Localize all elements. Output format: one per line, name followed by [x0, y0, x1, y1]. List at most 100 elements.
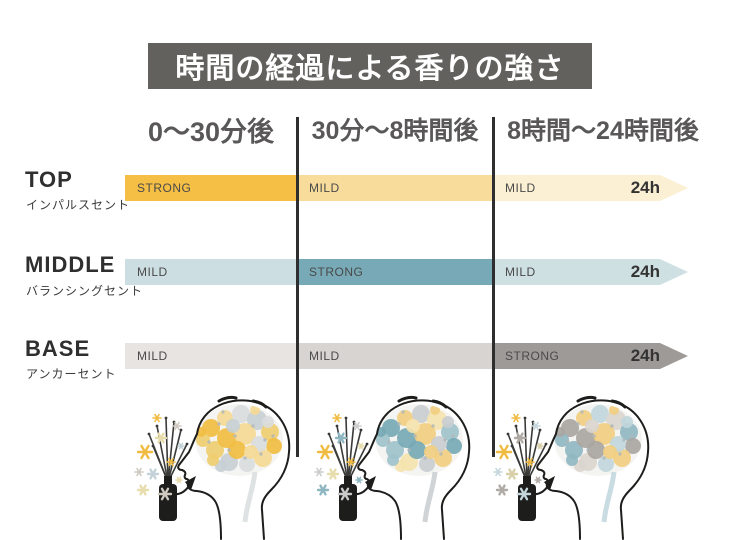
arrow-tip-icon — [660, 175, 688, 201]
sparkle-icon — [166, 457, 176, 467]
phase-3-head — [493, 395, 650, 540]
brain-blob — [202, 419, 220, 437]
segment-label: MILD — [505, 265, 536, 279]
brain-blob — [565, 441, 583, 459]
brain-blob — [625, 438, 641, 454]
brain-icon — [195, 404, 283, 476]
brain-blob — [250, 405, 260, 415]
brain-blob — [430, 405, 440, 415]
bar-segment: MILD — [125, 259, 297, 285]
column-header: 0〜30分後 — [147, 116, 275, 147]
figure-head-illustration — [133, 388, 313, 540]
brain-blob — [446, 438, 462, 454]
brain-blob — [244, 445, 258, 459]
timeline-bar: STRONG MILD MILD 24h — [125, 175, 688, 201]
bar-segment: MILD — [493, 259, 660, 285]
segment-label: STRONG — [309, 265, 364, 279]
brain-blob — [406, 419, 420, 433]
brain-blob — [232, 405, 250, 423]
head-outline — [536, 399, 650, 540]
column-divider — [296, 117, 299, 457]
spine-ribbon — [242, 471, 258, 523]
spine-ribbon — [601, 471, 617, 523]
row-subtitle: インパルスセント — [26, 198, 131, 212]
scent-arrow-head — [544, 476, 555, 490]
sparkle-icon — [134, 467, 144, 477]
sparkle-icon — [177, 442, 185, 450]
brain-blob — [585, 419, 599, 433]
brain-blob — [603, 445, 617, 459]
sparkle-icon — [346, 457, 356, 467]
bar-segment: MILD — [493, 175, 660, 201]
brain-blob — [419, 456, 435, 472]
brain-blob — [254, 449, 272, 467]
arrow-tip-icon — [660, 259, 688, 285]
brain-blob — [424, 445, 438, 459]
spine-ribbon — [422, 471, 438, 523]
sparkle-icon — [352, 421, 362, 431]
page-title: 時間の経過による香りの強さ — [148, 43, 592, 89]
row-subtitle: アンカーセント — [26, 367, 117, 381]
sparkle-icon — [316, 484, 330, 496]
brain-blob — [386, 441, 404, 459]
sparkle-icon — [314, 467, 324, 477]
segment-label: STRONG — [137, 181, 192, 195]
sparkle-icon — [357, 442, 365, 450]
segment-label: STRONG — [505, 349, 560, 363]
column-header: 30分〜8時間後 — [311, 117, 479, 145]
bar-segment: MILD — [297, 343, 493, 369]
sparkle-icon — [332, 413, 342, 423]
brain-blob — [266, 438, 282, 454]
sparkle-icon — [152, 413, 162, 423]
brain-blob — [621, 416, 633, 428]
brain-blob — [561, 419, 579, 437]
sparkle-icon — [495, 484, 509, 496]
scent-arrow-head — [365, 476, 376, 490]
sparkle-icon — [154, 432, 168, 444]
sparkle-icon — [536, 442, 544, 450]
sparkle-icon — [513, 432, 527, 444]
sparkle-icon — [355, 476, 363, 484]
sparkle-icon — [493, 467, 503, 477]
sparkle-icon — [337, 487, 353, 501]
sparkle-icon — [326, 468, 340, 480]
brain-blob — [387, 454, 399, 466]
sparkle-icon — [516, 487, 532, 501]
brain-blob — [206, 441, 224, 459]
sparkle-icon — [136, 444, 154, 460]
brain-blob — [207, 454, 219, 466]
sparkle-icon — [531, 421, 541, 431]
phase-1-head — [134, 395, 291, 540]
sparkle-icon — [525, 457, 535, 467]
row-name: TOP — [25, 167, 73, 192]
reed-sticks-icon — [506, 416, 548, 483]
sparkle-icon — [146, 468, 160, 480]
segment-label: MILD — [137, 349, 168, 363]
column-divider — [492, 117, 495, 457]
sparkle-icon — [172, 421, 182, 431]
bar-segment: STRONG — [297, 259, 493, 285]
brain-icon — [554, 404, 642, 476]
arrow-end-label: 24h — [630, 178, 660, 197]
sparkle-icon — [136, 484, 150, 496]
bar-segment: MILD — [125, 343, 297, 369]
brain-blob — [412, 405, 430, 423]
segment-label: MILD — [309, 181, 340, 195]
brain-blob — [239, 456, 255, 472]
head-outline — [177, 399, 291, 540]
segment-label: MILD — [505, 181, 536, 195]
brain-blob — [587, 441, 605, 459]
brain-blob — [408, 441, 426, 459]
row-subtitle: バランシングセント — [26, 284, 144, 298]
brain-blob — [262, 416, 274, 428]
brain-blob — [382, 419, 400, 437]
brain-blob — [226, 419, 240, 433]
brain-blob — [591, 405, 609, 423]
sparkle-icon — [511, 413, 521, 423]
sparkle-icon — [495, 444, 513, 460]
sparkle-icon — [316, 444, 334, 460]
brain-blob — [434, 449, 452, 467]
figure-head-illustration — [492, 388, 672, 540]
timeline-bar: MILD STRONG MILD 24h — [125, 259, 688, 285]
